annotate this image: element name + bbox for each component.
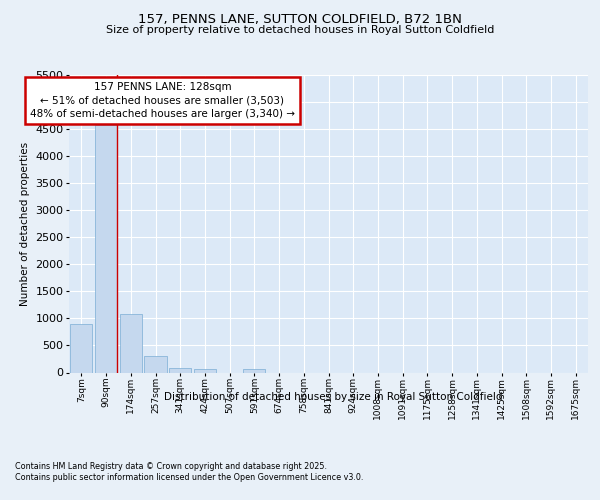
Text: Distribution of detached houses by size in Royal Sutton Coldfield: Distribution of detached houses by size … bbox=[164, 392, 502, 402]
Bar bbox=[70, 324, 92, 372]
Text: Size of property relative to detached houses in Royal Sutton Coldfield: Size of property relative to detached ho… bbox=[106, 25, 494, 35]
Bar bbox=[243, 369, 265, 372]
Text: 157 PENNS LANE: 128sqm
← 51% of detached houses are smaller (3,503)
48% of semi-: 157 PENNS LANE: 128sqm ← 51% of detached… bbox=[30, 82, 295, 119]
Bar bbox=[95, 125, 117, 372]
Bar bbox=[145, 356, 167, 372]
Bar bbox=[169, 368, 191, 372]
Text: 157, PENNS LANE, SUTTON COLDFIELD, B72 1BN: 157, PENNS LANE, SUTTON COLDFIELD, B72 1… bbox=[138, 12, 462, 26]
Bar bbox=[119, 314, 142, 372]
Y-axis label: Number of detached properties: Number of detached properties bbox=[20, 142, 30, 306]
Bar bbox=[194, 370, 216, 372]
Text: Contains HM Land Registry data © Crown copyright and database right 2025.: Contains HM Land Registry data © Crown c… bbox=[15, 462, 327, 471]
Text: Contains public sector information licensed under the Open Government Licence v3: Contains public sector information licen… bbox=[15, 474, 364, 482]
